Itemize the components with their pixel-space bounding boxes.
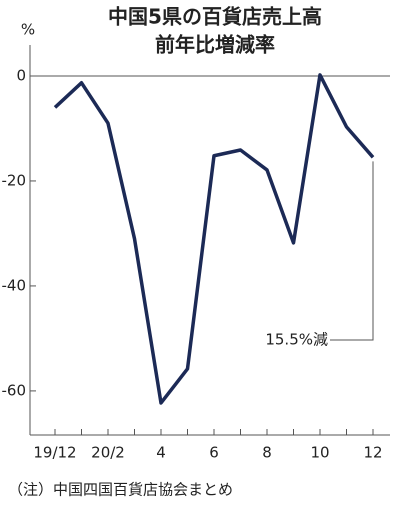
annotation: 15.5%減: [265, 331, 328, 349]
x-tick-label: 20/2: [91, 444, 125, 462]
chart-title: 中国5県の百貨店売上高: [108, 5, 322, 29]
x-tick-label: 10: [310, 444, 329, 462]
y-tick-label: 0: [16, 66, 26, 84]
y-tick-label: -60: [2, 381, 27, 399]
x-tick-label: 12: [363, 444, 382, 462]
y-tick-label: -20: [2, 171, 27, 189]
x-tick-label: 6: [209, 444, 219, 462]
x-tick-label: 4: [156, 444, 166, 462]
annotation-leader: [330, 161, 374, 341]
source-note: （注）中国四国百貨店協会まとめ: [8, 481, 233, 499]
data-line: [53, 73, 375, 405]
chart-title: 前年比増減率: [155, 33, 275, 57]
x-tick-label: 8: [262, 444, 272, 462]
y-tick-label: -40: [2, 276, 27, 294]
y-axis-label: %: [21, 21, 35, 39]
x-tick-label: 19/12: [33, 444, 76, 462]
